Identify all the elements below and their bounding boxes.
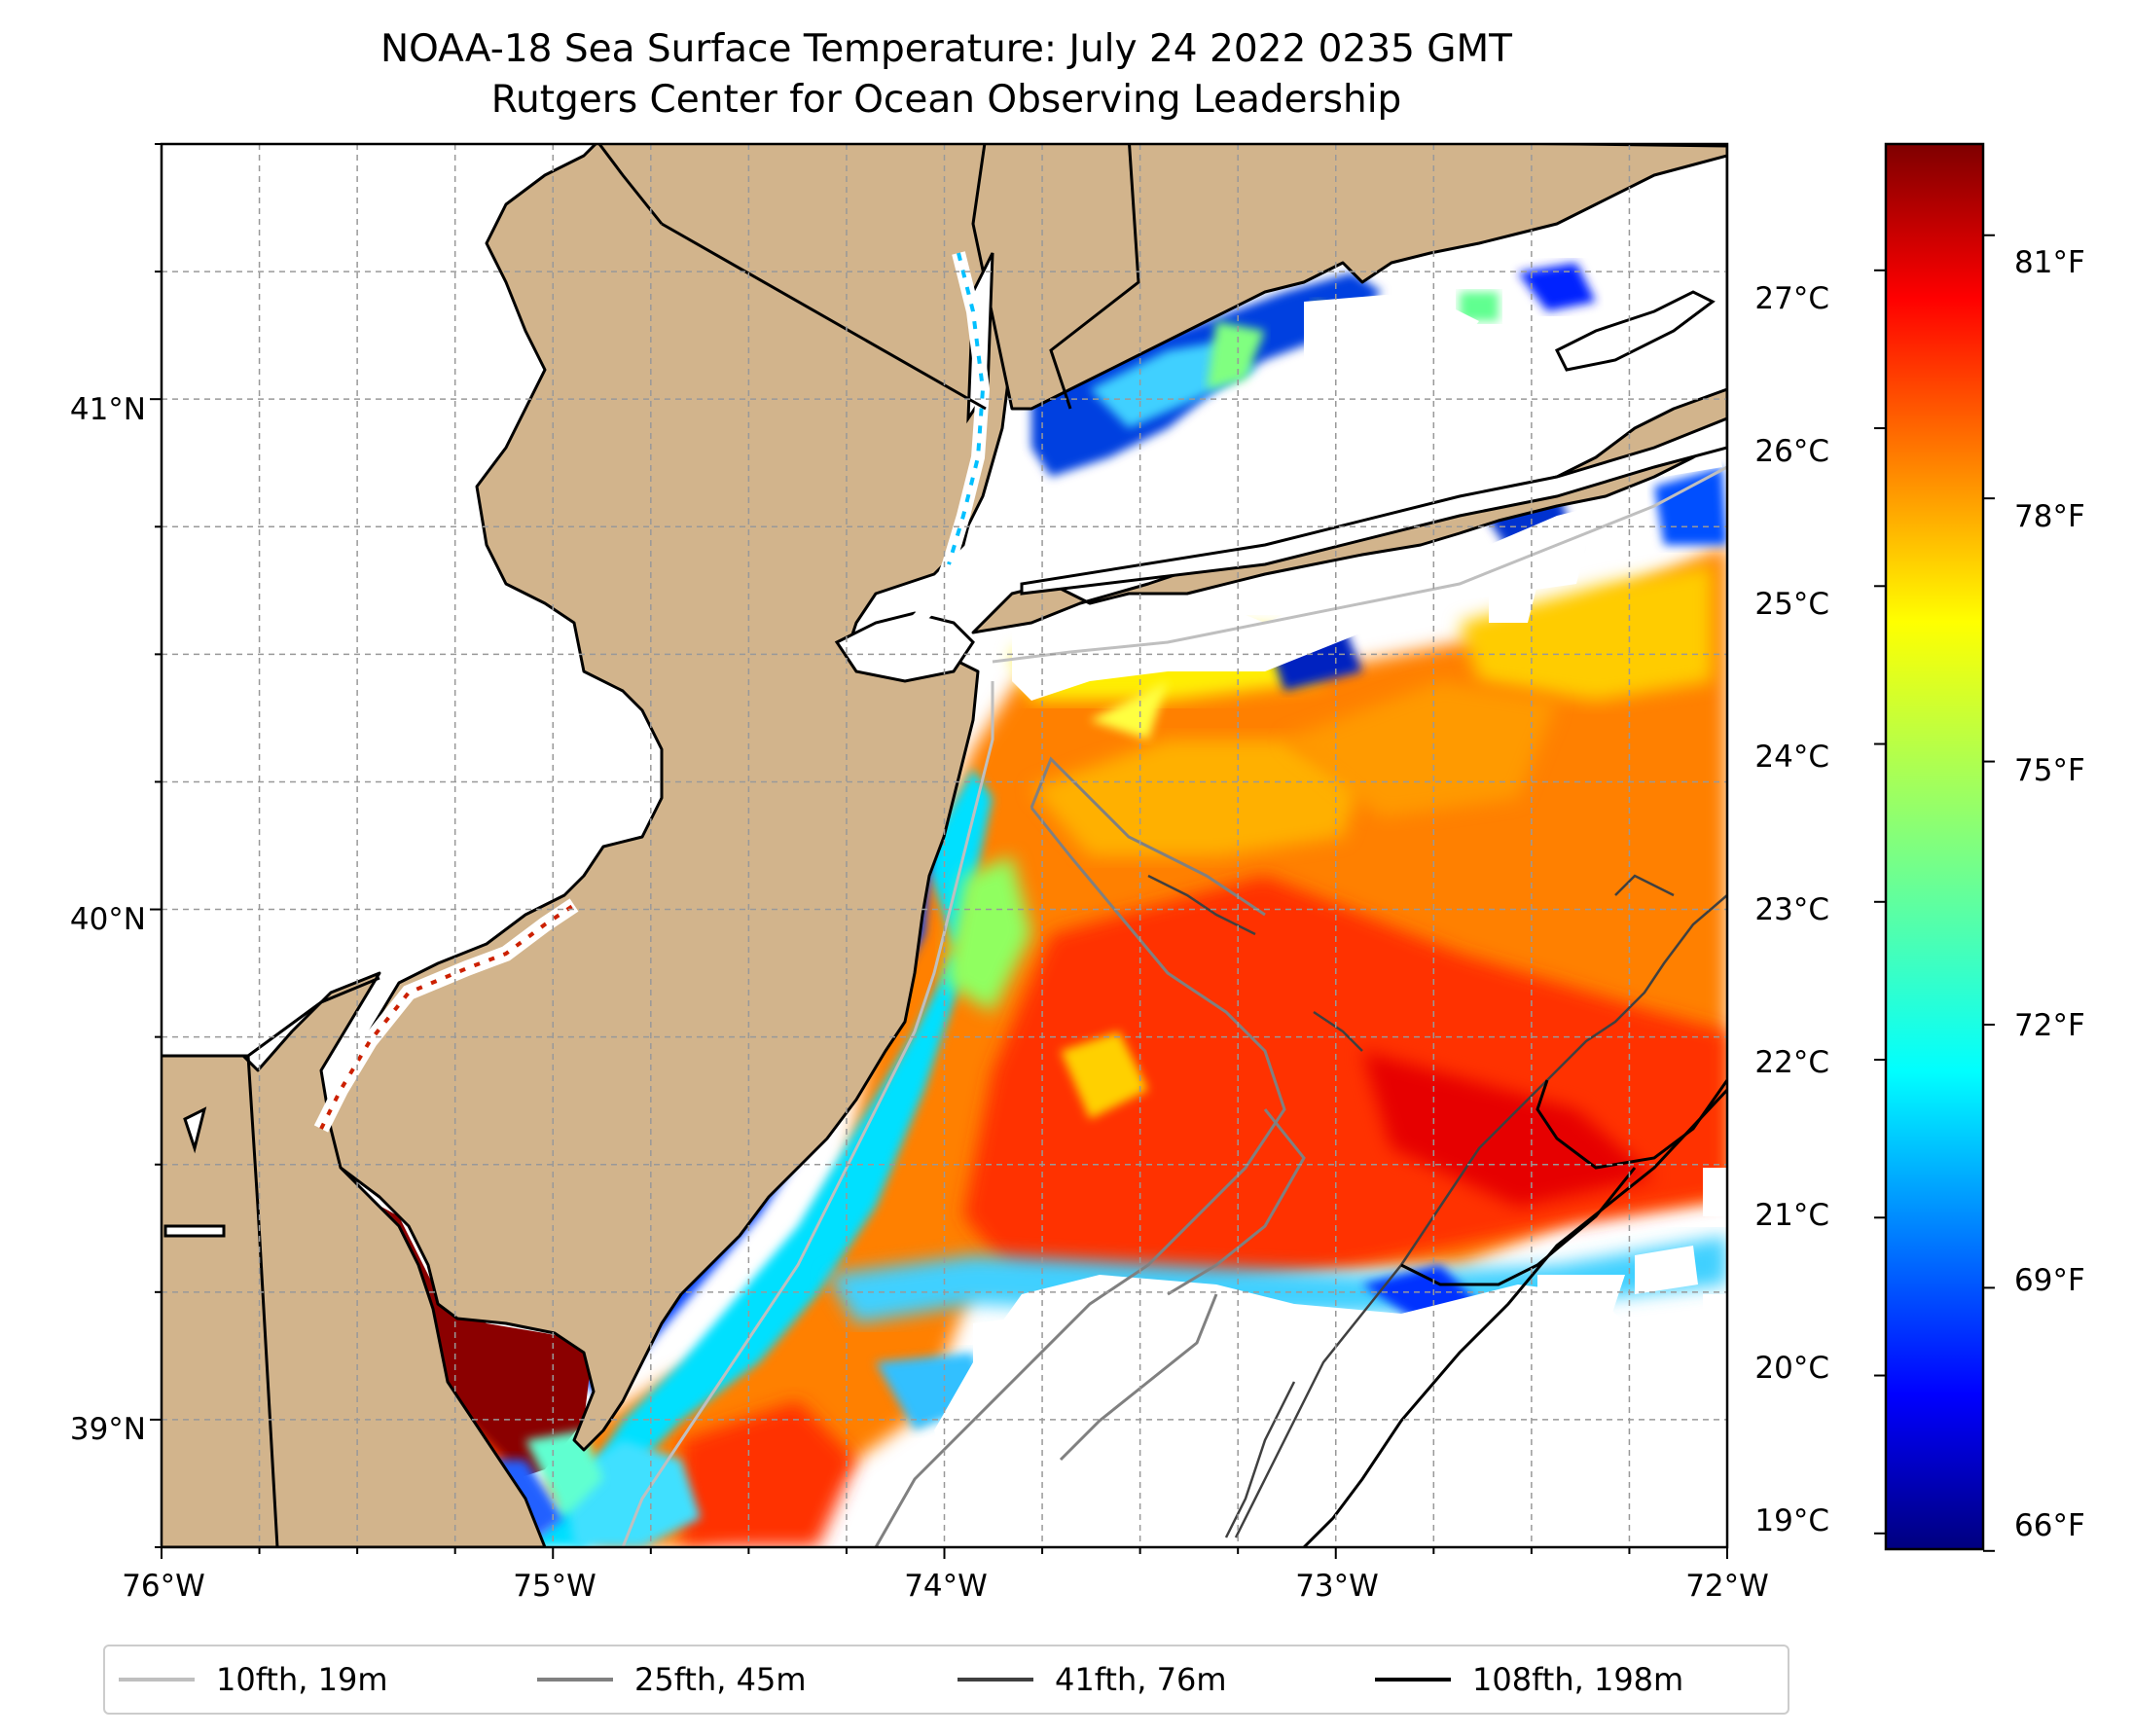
celsius-label-23: 23°C xyxy=(1754,892,1829,927)
lon-label-72w: 72°W xyxy=(1685,1569,1769,1604)
map-subtitle: Rutgers Center for Ocean Observing Leade… xyxy=(490,78,1402,122)
celsius-label-20: 20°C xyxy=(1754,1351,1829,1386)
celsius-label-25: 25°C xyxy=(1754,587,1829,622)
lat-label-41n: 41°N xyxy=(70,392,146,427)
legend-swatch xyxy=(537,1678,613,1682)
colorbar: 19°C 20°C 21°C 22°C 23°C 24°C 25°C 26°C … xyxy=(1754,142,2085,1552)
fahrenheit-label-69: 69°F xyxy=(2014,1263,2085,1298)
cloud-masks xyxy=(934,292,1727,1547)
celsius-label-24: 24°C xyxy=(1754,740,1829,775)
legend-label: 25fth, 45m xyxy=(634,1661,807,1698)
fahrenheit-label-66: 66°F xyxy=(2014,1508,2085,1543)
legend-swatch xyxy=(958,1678,1033,1682)
map-area xyxy=(162,144,1727,1547)
fahrenheit-label-75: 75°F xyxy=(2014,753,2085,788)
axis-ticks xyxy=(150,143,1728,1559)
celsius-label-26: 26°C xyxy=(1754,434,1829,469)
isobath-legend: 10fth, 19m 25fth, 45m 41fth, 76m 108fth,… xyxy=(103,1645,1789,1715)
isobaths xyxy=(621,465,1727,1547)
legend-swatch xyxy=(119,1678,195,1682)
lon-label-74w: 74°W xyxy=(904,1569,988,1604)
fahrenheit-label-81: 81°F xyxy=(2014,245,2085,280)
legend-item-10fth: 10fth, 19m xyxy=(119,1646,387,1713)
legend-label: 10fth, 19m xyxy=(216,1661,388,1698)
legend-item-25fth: 25fth, 45m xyxy=(537,1646,806,1713)
state-borders xyxy=(162,144,1140,1547)
colorbar-gradient xyxy=(1884,142,1985,1551)
gridlines xyxy=(162,144,1727,1547)
lon-label-76w: 76°W xyxy=(122,1569,205,1604)
celsius-label-19: 19°C xyxy=(1754,1503,1829,1538)
celsius-label-27: 27°C xyxy=(1754,281,1829,316)
legend-item-41fth: 41fth, 76m xyxy=(958,1646,1226,1713)
lat-label-39n: 39°N xyxy=(70,1412,146,1447)
delaware-river xyxy=(313,898,579,1133)
lon-label-75w: 75°W xyxy=(513,1569,596,1604)
lon-label-73w: 73°W xyxy=(1295,1569,1379,1604)
legend-label: 108fth, 198m xyxy=(1472,1661,1684,1698)
lat-label-40n: 40°N xyxy=(70,902,146,937)
land xyxy=(162,144,1727,1547)
legend-item-108fth: 108fth, 198m xyxy=(1375,1646,1683,1713)
fahrenheit-label-72: 72°F xyxy=(2014,1008,2085,1043)
legend-label: 41fth, 76m xyxy=(1055,1661,1227,1698)
celsius-label-22: 22°C xyxy=(1754,1045,1829,1080)
legend-swatch xyxy=(1375,1678,1451,1682)
celsius-label-21: 21°C xyxy=(1754,1198,1829,1233)
fahrenheit-label-78: 78°F xyxy=(2014,499,2085,534)
map-title: NOAA-18 Sea Surface Temperature: July 24… xyxy=(379,27,1512,71)
